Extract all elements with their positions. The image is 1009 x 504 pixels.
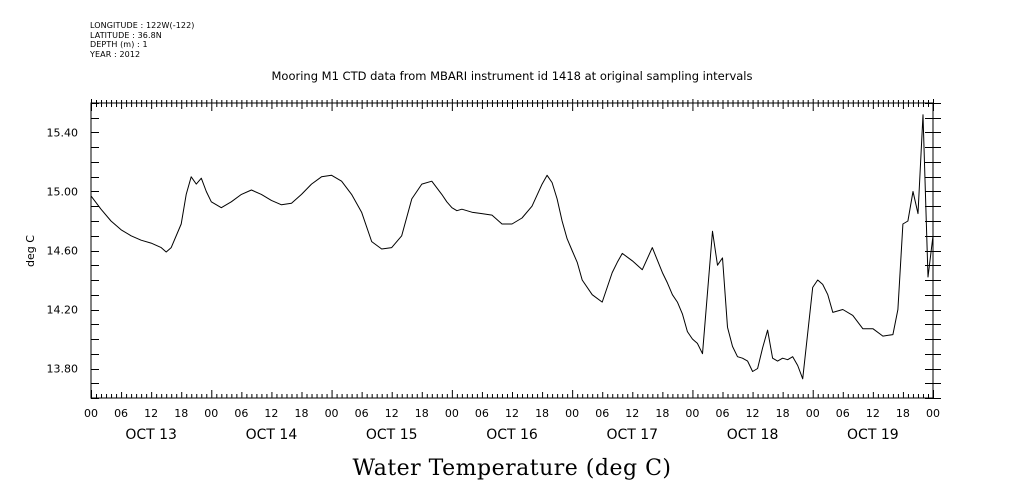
plot-frame	[90, 102, 934, 399]
meta-line-depth: DEPTH (m) : 1	[90, 40, 148, 49]
temperature-series-line	[90, 114, 934, 380]
meta-line-latitude: LATITUDE : 36.8N	[90, 30, 162, 40]
x-tick-label: 00	[565, 407, 579, 420]
x-day-label: OCT 14	[246, 427, 298, 443]
x-tick-label: 18	[295, 407, 309, 420]
x-tick-label: 12	[505, 407, 519, 420]
x-tick-label: 06	[595, 407, 609, 420]
y-tick-label: 14.60	[47, 245, 79, 258]
y-tick-label: 15.00	[47, 186, 79, 199]
x-tick-label: 00	[204, 407, 218, 420]
x-tick-label: 18	[776, 407, 790, 420]
x-tick-label: 00	[806, 407, 820, 420]
x-tick-label: 12	[144, 407, 158, 420]
x-tick-label: 00	[445, 407, 459, 420]
x-tick-label: 18	[535, 407, 549, 420]
x-day-label: OCT 15	[366, 427, 418, 443]
x-tick-label: 00	[84, 407, 98, 420]
x-tick-label: 00	[926, 407, 940, 420]
series-layer	[90, 114, 934, 380]
x-tick-label: 06	[716, 407, 730, 420]
y-tick-label: 14.20	[47, 304, 79, 317]
x-tick-label: 00	[685, 407, 699, 420]
x-tick-label: 06	[836, 407, 850, 420]
x-tick-label: 18	[174, 407, 188, 420]
x-tick-label: 18	[415, 407, 429, 420]
metadata-block: LONGITUDE : 122W(-122) LATITUDE : 36.8N …	[90, 21, 195, 59]
y-axis-label: deg C	[24, 235, 37, 267]
y-tick-label: 13.80	[47, 363, 79, 376]
x-tick-label: 12	[866, 407, 880, 420]
x-tick-label: 00	[325, 407, 339, 420]
x-tick-label: 06	[475, 407, 489, 420]
axes-layer: 00 06 12 18 00 06 12 18 00 06 12 18 00 06 12 18 00 06 12 18…	[47, 99, 941, 443]
x-day-label: OCT 16	[486, 427, 538, 443]
x-day-label: OCT 17	[606, 427, 658, 443]
x-day-label: OCT 13	[125, 427, 177, 443]
chart-title: Mooring M1 CTD data from MBARI instrumen…	[272, 69, 753, 83]
x-tick-label: 06	[114, 407, 128, 420]
x-tick-label: 18	[655, 407, 669, 420]
x-day-label: OCT 19	[847, 427, 899, 443]
meta-line-longitude: LONGITUDE : 122W(-122)	[90, 21, 195, 30]
x-tick-label: 06	[355, 407, 369, 420]
x-tick-label: 12	[746, 407, 760, 420]
x-tick-label: 18	[896, 407, 910, 420]
chart-caption: Water Temperature (deg C)	[353, 456, 672, 481]
x-tick-label: 12	[385, 407, 399, 420]
x-day-label: OCT 18	[727, 427, 779, 443]
meta-line-year: YEAR : 2012	[90, 49, 141, 59]
x-tick-label: 06	[234, 407, 248, 420]
x-tick-label: 12	[264, 407, 278, 420]
x-tick-label: 12	[625, 407, 639, 420]
y-tick-label: 15.40	[47, 127, 79, 140]
